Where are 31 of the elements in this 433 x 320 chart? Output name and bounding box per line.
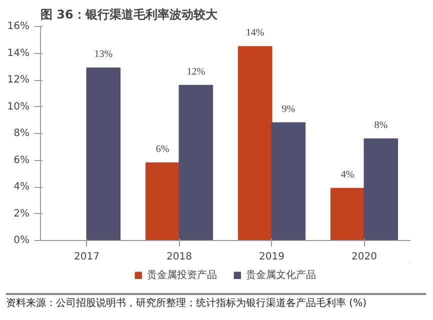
data-label: 12% <box>186 66 206 78</box>
chart-title: 图 36：银行渠道毛利率波动较大 <box>40 8 218 22</box>
bar <box>238 46 272 240</box>
data-label: 9% <box>282 104 296 115</box>
x-tick-label: 2018 <box>166 252 192 262</box>
data-label: 6% <box>156 144 170 155</box>
bar <box>271 122 306 240</box>
bar <box>145 162 180 240</box>
y-tick-label: 14% <box>7 48 30 59</box>
y-tick-label: 8% <box>14 128 30 139</box>
bar <box>364 138 398 240</box>
x-tick-label: 2020 <box>352 252 377 262</box>
data-label: 14% <box>246 28 264 39</box>
bar <box>330 188 365 240</box>
y-tick-label: 12% <box>7 74 30 86</box>
y-tick-label: 4% <box>14 182 30 192</box>
bar <box>86 67 121 240</box>
y-tick-label: 6% <box>14 154 30 166</box>
y-tick-label: 0% <box>14 235 30 246</box>
y-tick-label: 16% <box>7 21 30 32</box>
legend-label: 贵金属投资产品 <box>147 268 217 282</box>
bar <box>178 84 214 240</box>
data-label: 8% <box>374 120 388 131</box>
data-label: 4% <box>340 169 354 180</box>
x-tick-label: 2017 <box>74 252 100 262</box>
y-tick-label: 2% <box>14 208 30 220</box>
x-tick-label: 2019 <box>259 252 284 262</box>
data-label: 13% <box>94 48 113 60</box>
legend-label: 贵金属文化产品 <box>246 268 316 282</box>
text: 资料来源：公司招股说明书，研究所整理；统计指标为银行渠道各产品毛利率 (%) <box>6 297 366 311</box>
y-tick-label: 10% <box>7 101 30 112</box>
